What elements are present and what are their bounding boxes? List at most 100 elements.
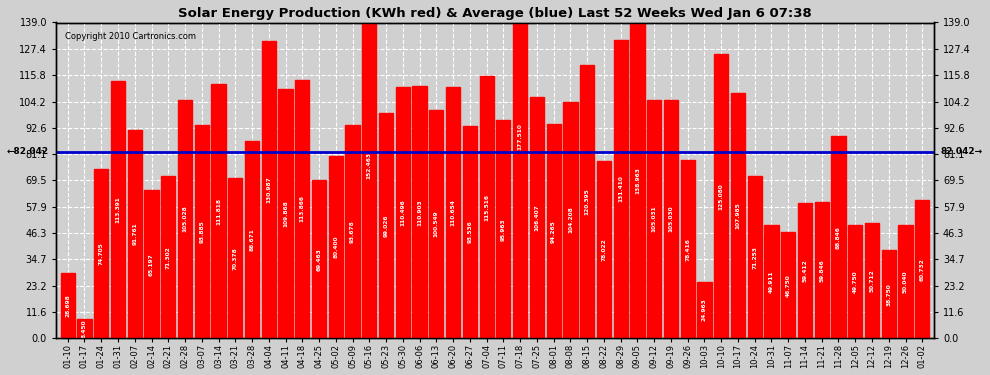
Text: 113.391: 113.391 <box>116 196 121 223</box>
Text: 91.761: 91.761 <box>133 223 138 245</box>
Bar <box>546 124 560 338</box>
Bar <box>731 93 745 338</box>
Bar <box>513 0 528 338</box>
Text: 110.903: 110.903 <box>417 199 422 226</box>
Bar <box>312 180 326 338</box>
Bar <box>848 225 862 338</box>
Text: 46.750: 46.750 <box>786 274 791 297</box>
Text: 50.712: 50.712 <box>869 269 874 292</box>
Text: 49.911: 49.911 <box>769 270 774 293</box>
Text: 71.253: 71.253 <box>752 246 757 269</box>
Bar <box>714 54 729 338</box>
Text: 99.026: 99.026 <box>383 214 389 237</box>
Bar <box>77 319 92 338</box>
Text: 138.963: 138.963 <box>635 167 640 194</box>
Text: 95.963: 95.963 <box>501 218 506 241</box>
Text: 105.028: 105.028 <box>182 206 187 232</box>
Bar <box>161 176 175 338</box>
Text: 78.416: 78.416 <box>685 238 690 261</box>
Bar <box>664 100 678 338</box>
Text: ←82.042: ←82.042 <box>7 147 50 156</box>
Bar <box>815 202 829 338</box>
Text: 120.395: 120.395 <box>585 188 590 215</box>
Text: 88.846: 88.846 <box>836 226 841 249</box>
Text: 60.732: 60.732 <box>920 258 925 280</box>
Bar <box>278 88 293 338</box>
Text: 105.030: 105.030 <box>668 206 673 232</box>
Text: 49.750: 49.750 <box>852 270 857 293</box>
Text: 105.031: 105.031 <box>651 206 656 232</box>
Text: 109.868: 109.868 <box>283 200 288 227</box>
Bar <box>697 282 712 338</box>
Text: 152.463: 152.463 <box>367 152 372 178</box>
Text: 115.516: 115.516 <box>484 194 489 220</box>
Text: 130.987: 130.987 <box>266 176 271 203</box>
Text: 78.022: 78.022 <box>601 238 607 261</box>
Bar <box>396 87 410 338</box>
Bar <box>580 65 594 338</box>
Bar <box>145 190 158 338</box>
Bar <box>128 130 142 338</box>
Text: 177.510: 177.510 <box>518 123 523 150</box>
Text: 113.866: 113.866 <box>300 195 305 222</box>
Bar <box>413 86 427 338</box>
Text: 65.197: 65.197 <box>149 253 154 276</box>
Bar <box>261 41 276 338</box>
Text: 80.400: 80.400 <box>334 236 339 258</box>
Text: 107.985: 107.985 <box>736 202 741 229</box>
Text: 71.302: 71.302 <box>165 246 170 268</box>
Bar <box>362 0 376 338</box>
Bar <box>614 40 628 338</box>
Text: 59.412: 59.412 <box>803 260 808 282</box>
Bar <box>60 273 75 338</box>
Text: 100.549: 100.549 <box>434 211 439 237</box>
Text: 8.450: 8.450 <box>82 320 87 338</box>
Title: Solar Energy Production (KWh red) & Average (blue) Last 52 Weeks Wed Jan 6 07:38: Solar Energy Production (KWh red) & Aver… <box>178 7 812 20</box>
Bar <box>430 110 444 338</box>
Bar <box>865 223 879 338</box>
Bar <box>94 168 108 338</box>
Bar <box>898 225 913 338</box>
Bar <box>245 141 259 338</box>
Text: 74.705: 74.705 <box>99 242 104 265</box>
Bar <box>111 81 125 338</box>
Text: 93.678: 93.678 <box>350 220 355 243</box>
Text: 125.080: 125.080 <box>719 183 724 210</box>
Text: 38.750: 38.750 <box>886 283 891 306</box>
Bar <box>346 126 359 338</box>
Bar <box>295 80 310 338</box>
Bar <box>647 100 661 338</box>
Bar <box>329 156 343 338</box>
Text: 24.963: 24.963 <box>702 298 707 321</box>
Text: 50.040: 50.040 <box>903 270 908 292</box>
Text: 86.671: 86.671 <box>249 228 254 251</box>
Text: 93.885: 93.885 <box>199 220 204 243</box>
Bar <box>747 176 762 338</box>
Bar <box>832 136 845 338</box>
Text: 93.536: 93.536 <box>467 220 472 243</box>
Bar <box>764 225 778 338</box>
Text: 70.378: 70.378 <box>233 247 238 270</box>
Bar <box>798 203 812 338</box>
Bar <box>228 178 243 338</box>
Bar <box>195 125 209 338</box>
Text: 69.463: 69.463 <box>317 248 322 271</box>
Text: 106.407: 106.407 <box>535 204 540 231</box>
Text: 111.818: 111.818 <box>216 198 221 225</box>
Bar <box>462 126 477 338</box>
Bar <box>781 232 795 338</box>
Bar <box>446 87 460 338</box>
Bar <box>563 102 577 338</box>
Bar <box>680 160 695 338</box>
Text: Copyright 2010 Cartronics.com: Copyright 2010 Cartronics.com <box>64 32 196 41</box>
Bar <box>379 113 393 338</box>
Bar <box>915 200 930 338</box>
Bar <box>631 22 644 338</box>
Text: 82.042→: 82.042→ <box>940 147 983 156</box>
Text: 110.496: 110.496 <box>400 200 405 226</box>
Text: 104.208: 104.208 <box>568 207 573 233</box>
Text: 94.265: 94.265 <box>551 220 556 243</box>
Bar <box>530 96 544 338</box>
Text: 110.654: 110.654 <box>450 199 455 226</box>
Text: 59.846: 59.846 <box>820 259 825 282</box>
